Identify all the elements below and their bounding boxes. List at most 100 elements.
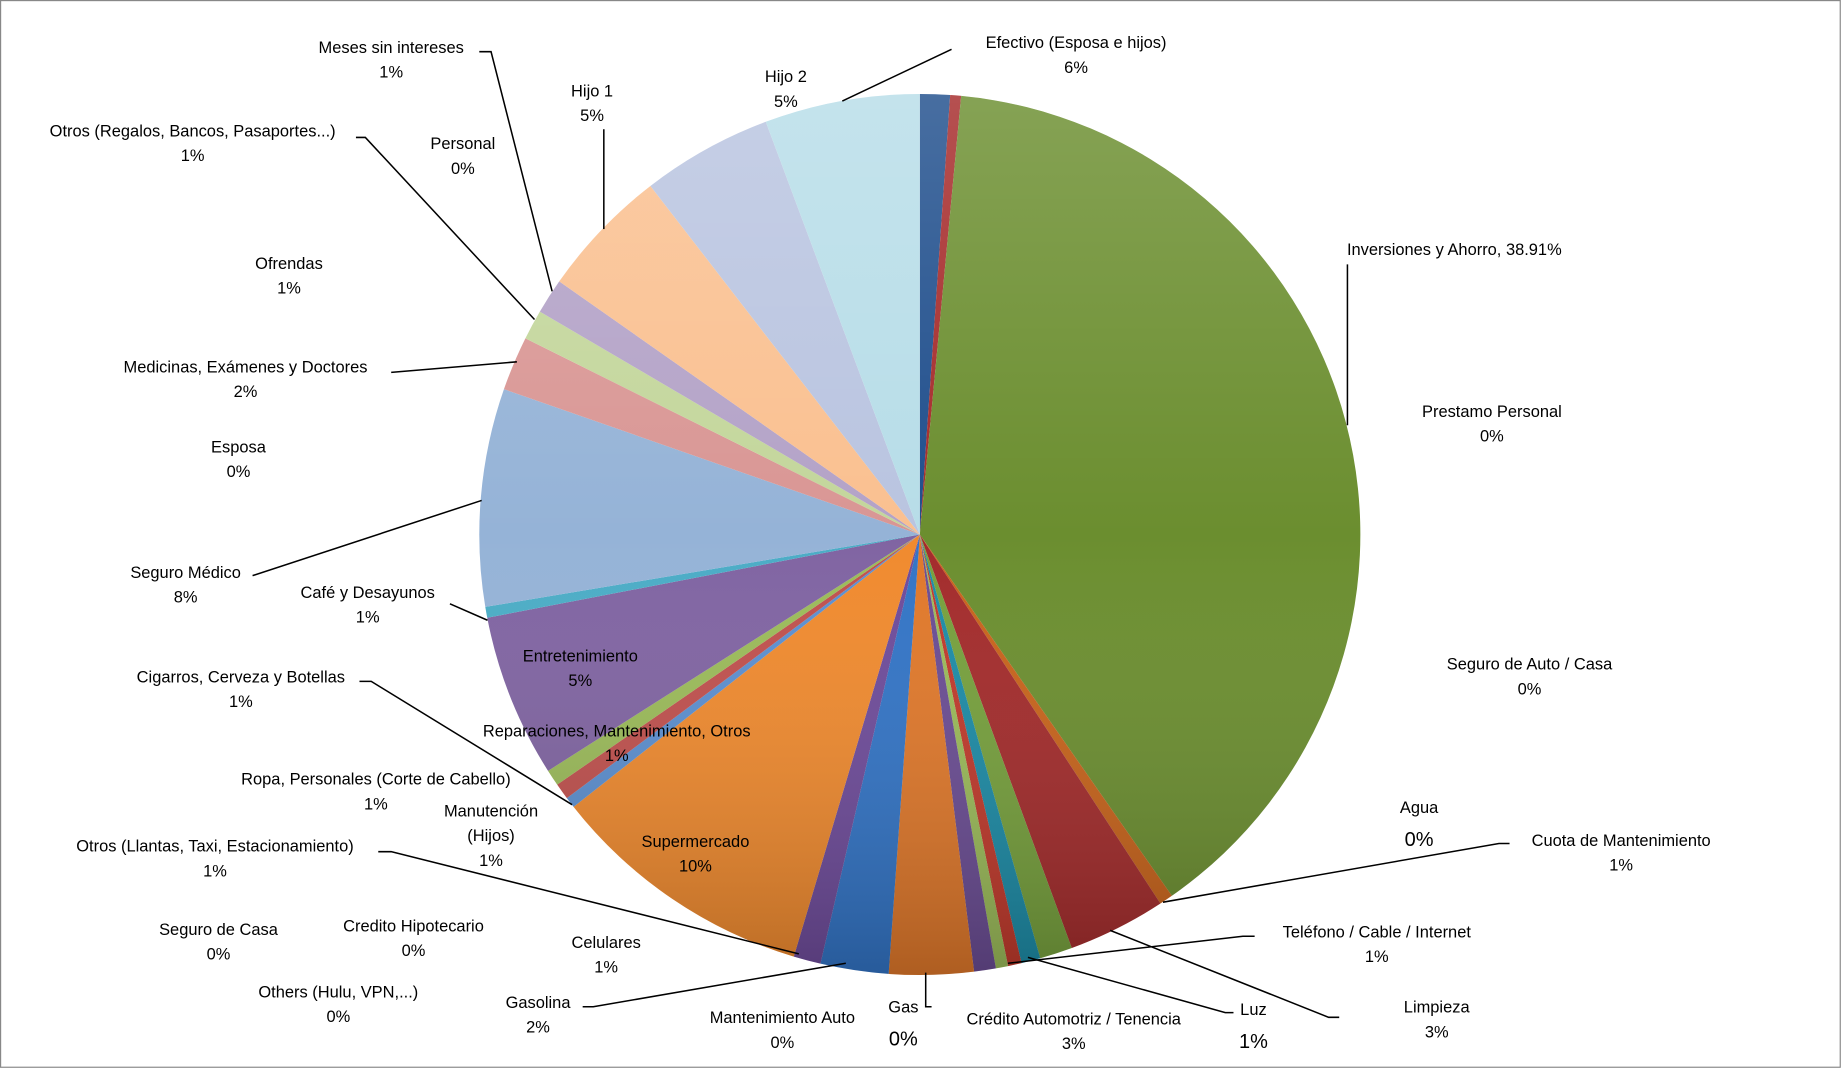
label-name: Reparaciones, Mantenimiento, Otros <box>483 723 751 741</box>
label-name: Gas <box>888 999 918 1017</box>
label-name: Seguro Médico <box>130 564 241 582</box>
label-value: 2% <box>526 1019 550 1037</box>
label-name: Cuota de Mantenimiento <box>1532 832 1711 850</box>
label-name: Agua <box>1400 799 1439 817</box>
label-name: Luz <box>1240 1001 1267 1019</box>
data-label: Efectivo (Esposa e hijos) 6% <box>986 34 1167 77</box>
label-name: Esposa <box>211 438 267 456</box>
data-label: Otros (Llantas, Taxi, Estacionamiento) 1% <box>76 838 353 881</box>
label-name: Otros (Regalos, Bancos, Pasaportes...) <box>50 122 336 140</box>
label-value: 1% <box>229 693 253 711</box>
data-label: Teléfono / Cable / Internet 1% <box>1283 923 1472 966</box>
data-label: Credito Hipotecario 0% <box>343 918 484 961</box>
data-label: Supermercado 10% <box>642 833 750 876</box>
data-label: Hijo 1 5% <box>571 82 613 125</box>
label-name: Medicinas, Exámenes y Doctores <box>124 358 368 376</box>
data-label: Ofrendas 1% <box>255 255 323 298</box>
label-value: 1% <box>181 147 205 165</box>
leader-line <box>252 499 482 577</box>
data-label: Personal 0% <box>430 135 495 178</box>
label-value: 1% <box>594 959 618 977</box>
label-value: 1% <box>605 747 629 765</box>
label-value: 1% <box>1239 1031 1268 1053</box>
label-value: 0% <box>227 463 251 481</box>
leader-line <box>841 48 952 102</box>
data-labels: Efectivo (Esposa e hijos) 6%Hijo 2 5%Hijo … <box>50 34 1711 1053</box>
data-label: Others (Hulu, VPN,...) 0% <box>258 983 418 1026</box>
data-label: Hijo 2 5% <box>765 68 807 111</box>
leader-line <box>1162 842 1510 903</box>
label-name: Prestamo Personal <box>1422 403 1562 421</box>
leader-line <box>355 136 536 321</box>
data-label: Manutención (Hijos) 1% <box>444 802 538 869</box>
label-value: 1% <box>364 795 388 813</box>
label-name: Entretenimiento <box>523 647 638 665</box>
data-label: Café y Desayunos 1% <box>301 584 435 627</box>
label-value: 8% <box>174 589 198 607</box>
label-name: Teléfono / Cable / Internet <box>1283 923 1472 941</box>
data-label: Cuota de Mantenimiento 1% <box>1532 832 1711 875</box>
label-value: 6% <box>1064 59 1088 77</box>
label-name: Seguro de Auto / Casa <box>1447 656 1613 674</box>
data-label: Seguro de Casa 0% <box>159 921 279 964</box>
leader-line <box>582 962 846 1008</box>
leader-line <box>391 361 517 374</box>
pie-shading <box>479 93 1361 976</box>
label-name: Supermercado <box>642 833 750 851</box>
data-label: Entretenimiento 5% <box>523 647 638 690</box>
data-label: Ropa, Personales (Corte de Cabello) 1% <box>241 771 511 814</box>
label-value: 0% <box>402 942 426 960</box>
data-label: Limpieza 3% <box>1404 999 1471 1042</box>
label-value: 1% <box>203 862 227 880</box>
label-name: Ofrendas <box>255 255 323 273</box>
label-name: Ropa, Personales (Corte de Cabello) <box>241 771 511 789</box>
data-label: Prestamo Personal 0% <box>1422 403 1562 446</box>
label-value: 1% <box>379 64 403 82</box>
label-name: Café y Desayunos <box>301 584 435 602</box>
label-name: Credito Hipotecario <box>343 918 484 936</box>
data-label: Esposa 0% <box>211 438 267 481</box>
label-name: Efectivo (Esposa e hijos) <box>986 34 1167 52</box>
data-label: Gasolina 2% <box>506 994 572 1037</box>
data-label: Celulares 1% <box>571 934 640 977</box>
label-value: 0% <box>770 1034 794 1052</box>
label-value: 1% <box>1609 856 1633 874</box>
data-label: Gas 0% <box>888 999 918 1051</box>
data-label: Meses sin intereses 1% <box>319 39 464 82</box>
label-value: 3% <box>1425 1023 1449 1041</box>
label-name: Mantenimiento Auto <box>710 1009 855 1027</box>
data-label: Luz 1% <box>1239 1001 1268 1053</box>
leader-line <box>1027 956 1234 1014</box>
label-name: Others (Hulu, VPN,...) <box>258 983 418 1001</box>
data-label: Mantenimiento Auto 0% <box>710 1009 855 1052</box>
label-name: Cigarros, Cerveza y Botellas <box>137 669 345 687</box>
leader-line <box>1109 929 1340 1019</box>
data-label: Seguro Médico 8% <box>130 564 241 607</box>
leader-line <box>1007 935 1255 965</box>
label-name: Inversiones y Ahorro, 38.91% <box>1347 241 1562 259</box>
label-value: 0% <box>1405 829 1434 851</box>
label-value: 0% <box>326 1008 350 1026</box>
label-name: (Hijos) <box>467 827 514 845</box>
label-name: Personal <box>430 135 495 153</box>
label-name: Otros (Llantas, Taxi, Estacionamiento) <box>76 838 353 856</box>
label-name: Limpieza <box>1404 999 1471 1017</box>
label-value: 2% <box>234 383 258 401</box>
leader-lines <box>252 48 1510 1019</box>
label-name: Crédito Automotriz / Tenencia <box>967 1010 1182 1028</box>
label-value: 0% <box>207 946 231 964</box>
leader-line <box>449 603 488 621</box>
label-value: 0% <box>1480 428 1504 446</box>
label-name: Hijo 2 <box>765 68 807 86</box>
data-label: Seguro de Auto / Casa 0% <box>1447 656 1613 699</box>
label-value: 1% <box>277 280 301 298</box>
label-value: 5% <box>568 672 592 690</box>
label-value: 1% <box>1365 948 1389 966</box>
label-value: 5% <box>580 107 604 125</box>
data-label: Agua 0% <box>1400 799 1439 851</box>
label-name: Meses sin intereses <box>319 39 464 57</box>
leader-line <box>924 972 932 1008</box>
data-label: Crédito Automotriz / Tenencia 3% <box>967 1010 1182 1053</box>
label-value: 3% <box>1062 1035 1086 1053</box>
